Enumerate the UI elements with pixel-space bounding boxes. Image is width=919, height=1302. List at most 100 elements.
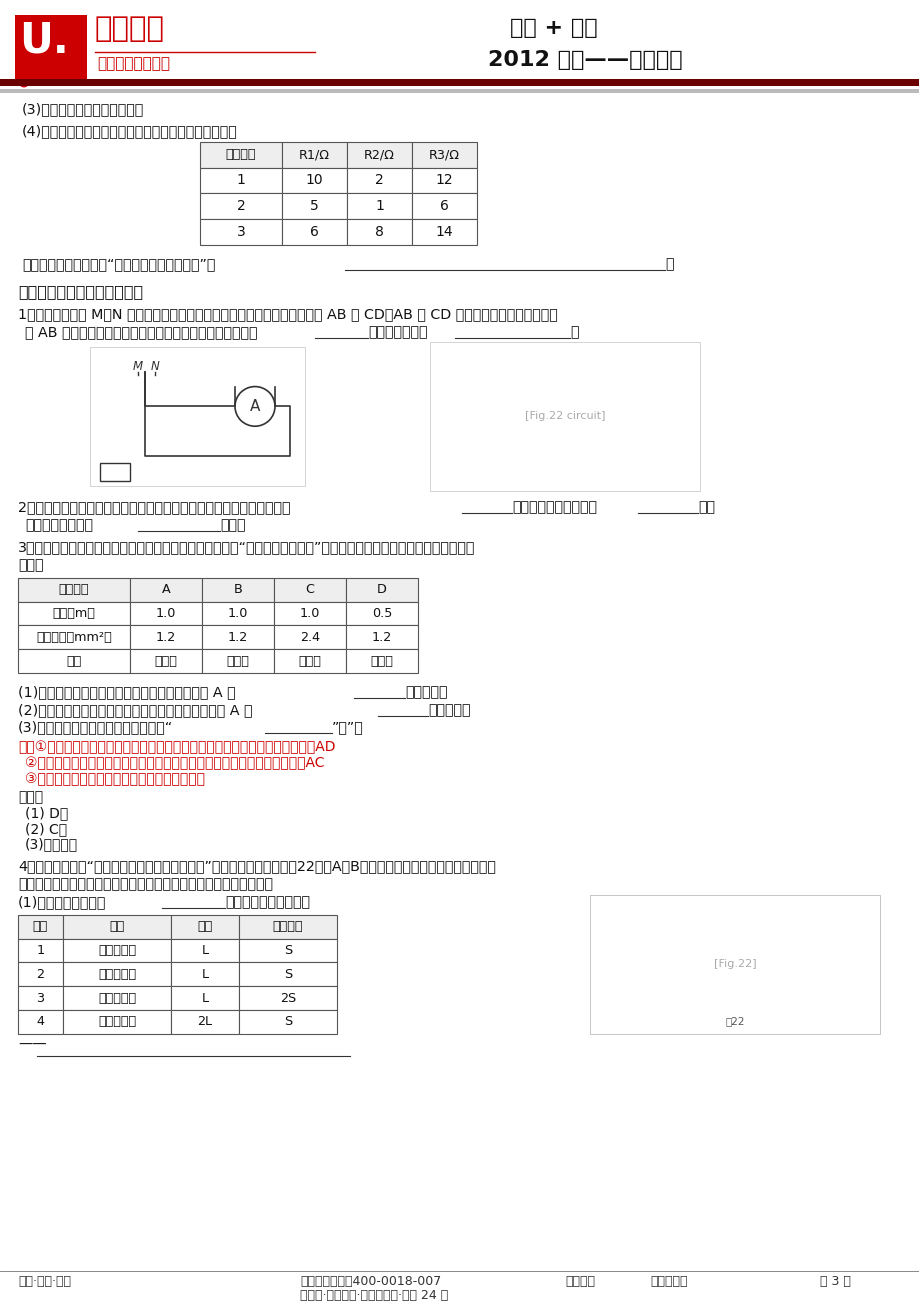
Text: 专注 + 细节: 专注 + 细节	[509, 18, 597, 38]
Bar	[282, 193, 346, 219]
Bar	[282, 142, 346, 168]
Text: ”法”。: ”法”。	[332, 720, 363, 734]
Text: 14: 14	[436, 225, 453, 240]
Text: 2.4: 2.4	[300, 631, 320, 644]
Text: 3: 3	[236, 225, 245, 240]
Bar	[202, 602, 274, 625]
Text: M: M	[132, 361, 143, 374]
Text: 入 AB 时，电流表示数比较小，这说明导体的电阵跟导体的: 入 AB 时，电流表示数比较小，这说明导体的电阵跟导体的	[25, 326, 257, 339]
Bar	[90, 346, 305, 486]
Text: S: S	[284, 1016, 292, 1029]
Text: 。: 。	[570, 326, 578, 339]
Bar	[18, 986, 62, 1010]
Bar	[18, 578, 130, 602]
Bar	[412, 193, 476, 219]
Bar	[202, 625, 274, 650]
Text: 长度（m）: 长度（m）	[52, 607, 96, 620]
Bar	[346, 650, 417, 673]
Text: S: S	[284, 944, 292, 957]
Text: 观察分析上表数据可知“串联电路中电阵的规律”是: 观察分析上表数据可知“串联电路中电阵的规律”是	[22, 256, 215, 271]
Bar	[202, 578, 274, 602]
Text: ③本实验中采用的是物理学法中的控制变量法。: ③本实验中采用的是物理学法中的控制变量法。	[25, 772, 205, 786]
Text: (3)帮助小刚画出实验电路图。: (3)帮助小刚画出实验电路图。	[22, 102, 144, 116]
Bar	[18, 650, 130, 673]
Bar	[18, 625, 130, 650]
Text: 解：①要探究导体电阵大小与长度是否有关，应控制材料和横截面积一定。故选AD: 解：①要探究导体电阵大小与长度是否有关，应控制材料和横截面积一定。故选AD	[18, 741, 335, 754]
Text: 有关。: 有关。	[220, 518, 245, 533]
Text: 2、如上图所示，用酒精灯给细铁丝制的线圈加热，则电流表的示数会变: 2、如上图所示，用酒精灯给细铁丝制的线圈加热，则电流表的示数会变	[18, 500, 290, 514]
Text: 4: 4	[37, 1016, 44, 1029]
Bar	[239, 962, 336, 986]
Text: N: N	[151, 361, 159, 374]
Text: 2012 寒假——初三物理: 2012 寒假——初三物理	[487, 49, 682, 69]
Text: 1: 1	[236, 173, 245, 187]
Bar	[282, 168, 346, 193]
Text: 1.0: 1.0	[155, 607, 176, 620]
Text: (4)小刚通过实验得出的数据计算出三组电阵值如下表：: (4)小刚通过实验得出的数据计算出三组电阵值如下表：	[22, 124, 237, 138]
Text: 镁钓合金丝: 镁钓合金丝	[97, 967, 136, 980]
Bar	[429, 342, 699, 491]
Text: 。: 。	[664, 256, 673, 271]
Bar	[0, 79, 919, 86]
Text: 镁钓合金丝: 镁钓合金丝	[97, 1016, 136, 1029]
Text: L: L	[201, 944, 209, 957]
Text: 图22: 图22	[724, 1016, 744, 1026]
Bar	[346, 578, 417, 602]
Bar	[282, 219, 346, 245]
Bar	[62, 1010, 171, 1034]
Bar	[346, 193, 412, 219]
Bar	[239, 986, 336, 1010]
Text: 0.5: 0.5	[371, 607, 391, 620]
Text: (1) D；: (1) D；	[25, 806, 68, 820]
Bar	[274, 578, 346, 602]
Text: 2: 2	[236, 199, 245, 214]
Text: 责任·梦想·感恩: 责任·梦想·感恩	[18, 1275, 71, 1288]
Text: 全国免费电话：400-0018-007: 全国免费电话：400-0018-007	[300, 1275, 441, 1288]
Text: R3/Ω: R3/Ω	[428, 148, 460, 161]
Text: 8: 8	[375, 225, 383, 240]
Text: 4、小明和小华做“探究导体电阵大小与长度关系”的实验。他们准备在图22中的A、B两点间接入待研究的电阵丝，电源电: 4、小明和小华做“探究导体电阵大小与长度关系”的实验。他们准备在图22中的A、B…	[18, 859, 495, 874]
Bar	[62, 962, 171, 986]
Bar	[199, 193, 282, 219]
Text: L: L	[201, 992, 209, 1005]
Text: 长度: 长度	[198, 921, 212, 934]
Text: 思明区·吕履北站·太平洋广场·北楼 24 楼: 思明区·吕履北站·太平洋广场·北楼 24 楼	[300, 1289, 448, 1302]
Bar	[199, 168, 282, 193]
Text: 1: 1	[375, 199, 383, 214]
Text: 1.2: 1.2	[155, 631, 176, 644]
Text: A: A	[250, 398, 260, 414]
Bar	[18, 602, 130, 625]
Text: 压恒定，忽略灯丝电阵随温度变化的影响，待用电阵丝的规格如下：: 压恒定，忽略灯丝电阵随温度变化的影响，待用电阵丝的规格如下：	[18, 878, 273, 891]
Bar	[18, 962, 62, 986]
Bar	[412, 219, 476, 245]
Text: 横截面积: 横截面积	[272, 921, 303, 934]
Text: 有关，其关系是: 有关，其关系是	[368, 326, 427, 339]
Text: C: C	[305, 583, 314, 596]
Text: (2)要探究导体电阵大小与横截面积是否有关，应选用 A 与: (2)要探究导体电阵大小与横截面积是否有关，应选用 A 与	[18, 703, 252, 717]
Text: 专注中学精品辅导: 专注中学精品辅导	[96, 56, 170, 72]
Text: 6: 6	[439, 199, 448, 214]
Text: D: D	[377, 583, 387, 596]
Text: 故答：: 故答：	[18, 790, 43, 803]
Bar	[171, 962, 239, 986]
Text: 材料: 材料	[66, 655, 82, 668]
Text: 3、在探究导体电阵大小与哪些因素有关的实验中，下表是“方博科技实验小组”在实验中所用导体的相关物理量的记录；: 3、在探究导体电阵大小与哪些因素有关的实验中，下表是“方博科技实验小组”在实验中…	[18, 540, 475, 555]
Text: 2S: 2S	[279, 992, 296, 1005]
Text: [Fig.22 circuit]: [Fig.22 circuit]	[524, 411, 605, 422]
Text: 镁钓丝: 镁钓丝	[370, 655, 393, 668]
Text: 3: 3	[37, 992, 44, 1005]
Bar	[346, 142, 412, 168]
Bar	[274, 602, 346, 625]
Text: 未经允许: 未经允许	[564, 1275, 595, 1288]
Text: 见导体的电阵还与: 见导体的电阵还与	[25, 518, 93, 533]
Bar	[346, 602, 417, 625]
Bar	[62, 986, 171, 1010]
Text: 的两根电阵丝来探究；: 的两根电阵丝来探究；	[225, 894, 310, 909]
Text: 请问：: 请问：	[18, 559, 43, 572]
Bar	[62, 915, 171, 939]
Bar	[171, 915, 239, 939]
Text: 镁钓丝: 镁钓丝	[299, 655, 321, 668]
Text: 2: 2	[37, 967, 44, 980]
Text: 第 3 页: 第 3 页	[819, 1275, 850, 1288]
Text: S: S	[284, 967, 292, 980]
